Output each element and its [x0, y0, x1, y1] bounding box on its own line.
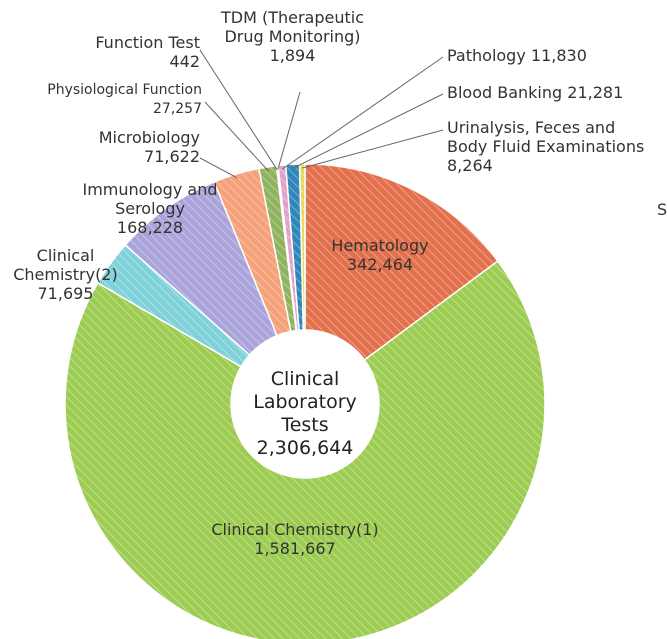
value-label: 1,581,667 [254, 539, 336, 558]
leader-line [292, 93, 444, 169]
slice-label: TDM (Therapeutic Drug Monitoring) 1,894 [205, 8, 380, 65]
category-name: Clinical Chemistry(2) [13, 246, 118, 284]
category-name: Function Test [95, 33, 200, 52]
value-label: 442 [169, 52, 200, 71]
leader-line [204, 101, 269, 172]
slice-label: Microbiology 71,622 [40, 128, 200, 166]
leader-line [199, 157, 238, 179]
slice-label: Hematology 342,464 [305, 236, 455, 274]
value-label: 27,257 [153, 101, 202, 117]
leader-line [277, 91, 301, 170]
category-name: Urinalysis, Feces and Body Fluid Examina… [447, 118, 645, 156]
center-title: Clinical Laboratory Tests [253, 368, 357, 436]
leader-line [199, 49, 278, 170]
value-label: 11,830 [530, 46, 587, 65]
slice-label: Blood Banking 21,281 [447, 83, 667, 102]
slice-label: Clinical Chemistry(1) 1,581,667 [175, 520, 415, 558]
slice-label: Urinalysis, Feces and Body Fluid Examina… [447, 118, 652, 175]
leader-line [302, 129, 444, 169]
center-label: Clinical Laboratory Tests 2,306,644 [230, 368, 380, 460]
value-label: 71,695 [37, 284, 94, 303]
slice-label: Pathology 11,830 [447, 46, 667, 65]
leader-line [281, 56, 444, 170]
category-name: Physiological Function [47, 82, 202, 98]
slice-label: Immunology and Serology 168,228 [75, 180, 225, 237]
value-label: 21,281 [567, 83, 624, 102]
category-name: Blood Banking [447, 83, 563, 102]
partial-text: S [657, 200, 667, 219]
category-name: Hematology [331, 236, 429, 255]
value-label: 8,264 [447, 156, 493, 175]
category-name: Microbiology [98, 128, 200, 147]
value-label: 1,894 [269, 46, 316, 65]
category-name: Pathology [447, 46, 526, 65]
value-label: 342,464 [346, 255, 414, 274]
value-label: 168,228 [116, 218, 184, 237]
category-name: Immunology and Serology [82, 180, 218, 218]
category-name: Clinical Chemistry(1) [211, 520, 379, 539]
slice-label: Function Test 442 [40, 33, 200, 71]
slice-label: Clinical Chemistry(2) 71,695 [8, 246, 123, 303]
slice-label: Physiological Function 27,257 [0, 81, 202, 119]
value-label: 71,622 [144, 147, 200, 166]
category-name: TDM (Therapeutic Drug Monitoring) [220, 8, 365, 46]
center-total: 2,306,644 [256, 437, 354, 459]
